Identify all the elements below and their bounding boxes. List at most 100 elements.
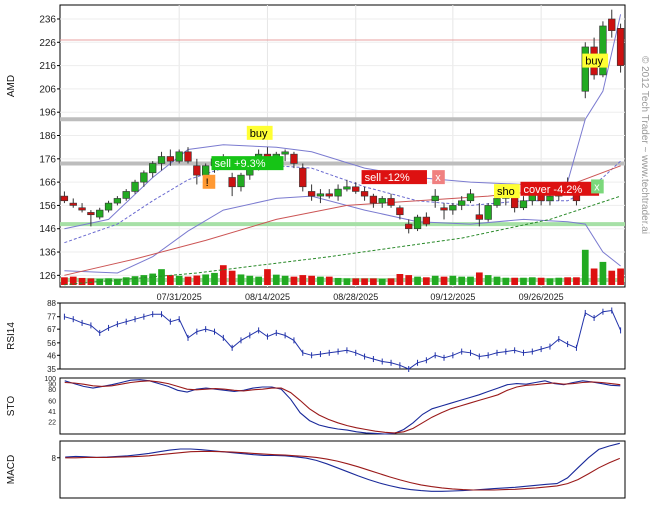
rsi-tick-label: 67 — [47, 325, 56, 334]
volume-bar — [378, 278, 386, 285]
signal-label-bg — [582, 53, 609, 68]
volume-bar — [546, 278, 554, 285]
candle-body — [493, 198, 501, 206]
price-tick-label: 206 — [39, 84, 56, 95]
signal-label-bg — [493, 184, 520, 199]
sto-tick-label: 100 — [44, 376, 56, 383]
volume-bar — [493, 276, 501, 285]
candle-body — [599, 25, 607, 76]
rsi-line — [64, 309, 622, 370]
sto-tick-label: 22 — [48, 420, 56, 427]
volume-bar — [175, 275, 183, 285]
macd-axis-label: MACD — [6, 455, 17, 484]
volume-bar — [87, 278, 95, 285]
candle-body — [466, 193, 475, 202]
candle-body — [140, 172, 148, 183]
sto-line — [64, 379, 621, 435]
volume-bar — [537, 277, 545, 285]
candle-body — [431, 195, 439, 202]
volume-bar — [105, 278, 112, 285]
price-tick-label: 136 — [39, 248, 56, 259]
volume-bar — [414, 276, 421, 285]
price-tick-label: 156 — [39, 201, 56, 212]
sto-tick-label: 41 — [48, 409, 56, 416]
volume-bar — [590, 268, 598, 285]
candle-body — [546, 195, 554, 202]
rsi-tick-label: 56 — [47, 339, 56, 348]
volume-bar — [484, 275, 492, 285]
candle-body — [60, 195, 69, 202]
candle-body — [157, 156, 166, 164]
volume-bar — [599, 261, 607, 285]
volume-bar — [264, 269, 271, 285]
candle-body — [96, 209, 104, 218]
price-tick-label: 176 — [39, 154, 56, 165]
volume-bar — [617, 268, 624, 285]
candle-body — [175, 151, 183, 162]
signal-label: cover -4.2% — [523, 184, 582, 196]
signal-label-bg — [211, 156, 284, 171]
candle-body — [131, 181, 139, 192]
volume-bar — [423, 277, 430, 285]
candle-body — [228, 177, 236, 188]
x-tick-label: 08/14/2025 — [245, 292, 290, 302]
volume-bar — [528, 277, 536, 285]
x-tick-label: 09/12/2025 — [430, 292, 475, 302]
candle-body — [290, 153, 298, 164]
volume-bar — [255, 276, 262, 285]
price-tick-label: 226 — [39, 38, 56, 49]
price-tick-label: 216 — [39, 61, 56, 72]
candle-body — [581, 46, 589, 92]
candle-body — [299, 167, 307, 188]
volume-bar — [458, 276, 466, 285]
sto-tick-label: 80 — [48, 387, 56, 394]
volume-bar — [237, 274, 245, 285]
candle-body — [519, 200, 528, 209]
signal-label: ! — [206, 177, 209, 189]
volume-bar — [502, 277, 510, 285]
candle-body — [484, 205, 492, 220]
x-tick-label: 08/28/2025 — [333, 292, 378, 302]
volume-bar — [202, 274, 210, 285]
bollinger-lower-line — [64, 195, 621, 274]
volume-bar — [370, 278, 377, 285]
candle-body — [352, 186, 360, 192]
candle-body — [281, 151, 289, 155]
volume-bar — [211, 272, 218, 285]
rsi-tick-label: 35 — [47, 365, 56, 374]
volume-bar — [405, 275, 413, 285]
volume-bar — [290, 276, 298, 285]
price-tick-label: 146 — [39, 224, 56, 235]
volume-bar — [166, 275, 174, 285]
volume-bar — [246, 275, 254, 285]
signal-label: buy — [585, 56, 603, 68]
price-tick-label: 126 — [39, 271, 56, 282]
volume-bar — [122, 277, 130, 285]
candle-body — [69, 202, 77, 206]
moving-average-200-line — [64, 195, 621, 286]
sto-axis-label: STO — [6, 396, 17, 417]
volume-bar — [299, 275, 307, 285]
volume-bar — [573, 277, 580, 285]
signal-label: sell -12% — [365, 172, 410, 184]
x-tick-label: 07/31/2025 — [157, 292, 202, 302]
macd-line — [65, 442, 620, 492]
rsi-tick-label: 88 — [47, 299, 56, 308]
candle-body — [87, 212, 95, 216]
candle-body — [122, 191, 130, 199]
candle-body — [104, 202, 113, 211]
volume-bar — [149, 273, 157, 285]
price-tick-label: 236 — [39, 14, 56, 25]
macd-line — [65, 450, 621, 491]
volume-bar — [325, 276, 333, 285]
volume-bar — [555, 277, 563, 285]
candle-body — [78, 207, 86, 211]
candle-body — [413, 216, 422, 230]
volume-bar — [131, 276, 139, 285]
candle-body — [475, 214, 483, 220]
signal-label-bg — [432, 170, 445, 185]
candle-body — [387, 198, 395, 206]
candle-body — [405, 223, 413, 230]
volume-bar — [228, 270, 236, 285]
